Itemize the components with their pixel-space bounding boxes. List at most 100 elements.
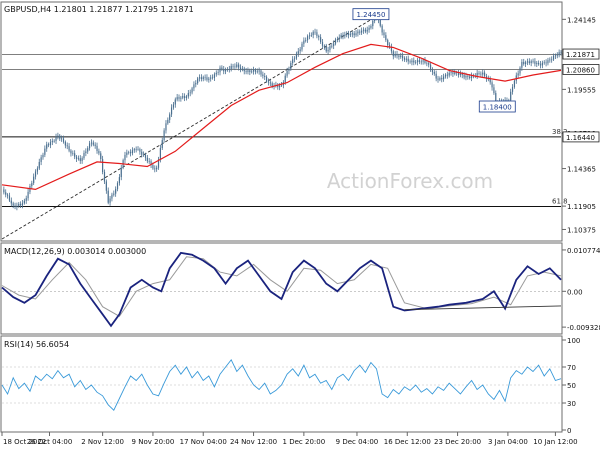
candle-body — [519, 67, 521, 74]
candle-body — [551, 59, 553, 61]
candle-body — [31, 183, 33, 187]
candle-body — [331, 45, 333, 47]
candle-body — [20, 203, 22, 206]
candle-body — [85, 151, 87, 153]
candle-body — [381, 25, 383, 33]
rsi-header: RSI(14) 56.6054 — [4, 340, 69, 349]
candle-body — [364, 29, 366, 32]
candle-body — [437, 78, 439, 80]
candle-body — [387, 40, 389, 46]
candle-body — [200, 77, 202, 79]
candle-body — [129, 152, 132, 154]
macd-panel-frame — [0, 242, 563, 335]
candle-body — [167, 119, 169, 124]
candle-body — [409, 61, 411, 63]
candle-body — [476, 72, 478, 76]
candle-body — [197, 78, 199, 84]
candle-body — [116, 183, 119, 190]
candle-body — [230, 65, 232, 70]
candle-body — [5, 192, 7, 195]
candle-body — [159, 147, 161, 160]
candle-body — [297, 51, 299, 54]
candle-body — [21, 203, 24, 206]
candle-body — [457, 72, 460, 76]
x-tick-label: 9 Nov 20:00 — [132, 438, 175, 446]
candle-body — [394, 54, 396, 57]
candle-body — [556, 55, 558, 56]
rsi-panel: 100 70 50 30 0 — [1, 337, 580, 435]
moving-average-line — [1, 43, 562, 191]
candle-body — [102, 159, 104, 172]
candle-body — [340, 34, 342, 38]
candle-body — [433, 71, 435, 74]
candle-body — [182, 96, 184, 98]
candle-body — [338, 37, 340, 40]
candle-body — [107, 190, 109, 203]
y-tick-label: 1.24145 — [567, 16, 596, 24]
candle-body — [321, 41, 324, 46]
y-tick-label: 100 — [567, 337, 580, 345]
candle-body — [143, 154, 145, 156]
candle-body — [174, 99, 176, 105]
candle-body — [228, 69, 230, 70]
candle-body — [336, 39, 338, 40]
price-tag-box — [562, 131, 600, 143]
candle-body — [47, 144, 50, 146]
candle-body — [137, 149, 139, 150]
candle-body — [429, 64, 432, 70]
candle-body — [100, 153, 102, 160]
candle-body — [448, 72, 450, 76]
candle-body — [206, 77, 208, 80]
candle-body — [6, 194, 9, 196]
macd-main-line — [1, 251, 562, 328]
candle-body — [347, 33, 350, 36]
candle-body — [256, 71, 258, 73]
candle-body — [318, 36, 320, 38]
candle-body — [87, 148, 89, 152]
candle-body — [64, 141, 66, 146]
x-tick-label: 10 Jan 12:00 — [533, 438, 577, 446]
candle-body — [539, 64, 542, 66]
candle-body — [349, 34, 352, 36]
candle-body — [524, 62, 527, 65]
candle-body — [435, 73, 437, 79]
candle-body — [59, 135, 61, 139]
candle-body — [308, 35, 311, 37]
y-tick-label: 1.19555 — [567, 86, 596, 94]
candle-body — [392, 51, 394, 57]
x-tick-label: 2 Nov 12:00 — [81, 438, 124, 446]
candle-body — [485, 76, 488, 79]
candle-body — [543, 62, 545, 64]
candle-body — [126, 152, 128, 155]
candle-body — [74, 153, 76, 157]
candle-body — [154, 168, 156, 170]
candle-body — [482, 72, 484, 75]
candle-body — [416, 60, 419, 63]
candle-body — [135, 149, 137, 150]
candle-body — [90, 142, 93, 144]
y-tick-label: 70 — [567, 364, 576, 372]
candle-body — [3, 189, 5, 193]
candle-body — [459, 73, 461, 76]
candle-body — [34, 171, 37, 177]
candle-body — [68, 146, 70, 151]
candle-body — [225, 69, 227, 72]
candle-body — [534, 61, 536, 64]
candle-body — [467, 75, 469, 77]
candle-body — [72, 153, 74, 154]
candle-body — [103, 171, 106, 182]
candle-body — [560, 52, 562, 53]
candle-body — [295, 53, 298, 59]
candle-body — [109, 198, 111, 203]
candle-body — [301, 43, 303, 50]
rsi-line — [1, 358, 562, 411]
candle-body — [247, 70, 249, 72]
candle-body — [478, 72, 480, 74]
candle-body — [316, 32, 318, 37]
candle-body — [195, 83, 197, 85]
candle-body — [526, 61, 529, 63]
candle-body — [165, 123, 167, 131]
candle-body — [185, 96, 188, 98]
candle-body — [513, 80, 516, 87]
